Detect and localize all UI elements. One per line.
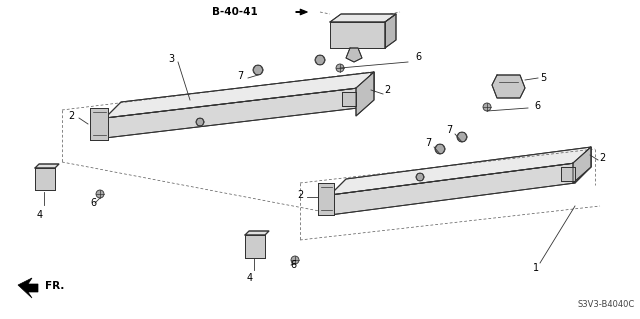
Circle shape bbox=[96, 190, 104, 198]
Polygon shape bbox=[330, 163, 575, 215]
Text: 7: 7 bbox=[425, 138, 431, 148]
Text: 6: 6 bbox=[290, 260, 296, 270]
Text: 6: 6 bbox=[90, 198, 96, 208]
Circle shape bbox=[253, 65, 263, 75]
Text: 2: 2 bbox=[68, 111, 74, 121]
Polygon shape bbox=[356, 72, 374, 116]
Text: 7: 7 bbox=[237, 71, 243, 81]
Polygon shape bbox=[492, 75, 525, 98]
Text: 1: 1 bbox=[533, 263, 539, 273]
Circle shape bbox=[336, 64, 344, 72]
Polygon shape bbox=[18, 278, 38, 298]
Circle shape bbox=[457, 132, 467, 142]
Circle shape bbox=[291, 256, 299, 264]
Polygon shape bbox=[573, 147, 591, 183]
Text: 4: 4 bbox=[37, 210, 43, 220]
FancyArrowPatch shape bbox=[296, 9, 307, 15]
Circle shape bbox=[315, 55, 325, 65]
Polygon shape bbox=[385, 14, 396, 48]
Polygon shape bbox=[35, 168, 55, 190]
Polygon shape bbox=[330, 147, 591, 195]
Polygon shape bbox=[105, 72, 374, 118]
Text: FR.: FR. bbox=[45, 281, 65, 291]
Text: B-40-41: B-40-41 bbox=[212, 7, 258, 17]
Polygon shape bbox=[330, 22, 385, 48]
Text: 5: 5 bbox=[540, 73, 547, 83]
Polygon shape bbox=[245, 231, 269, 235]
Circle shape bbox=[416, 173, 424, 181]
Text: 7: 7 bbox=[446, 125, 452, 135]
Polygon shape bbox=[90, 108, 108, 140]
Text: 4: 4 bbox=[247, 273, 253, 283]
Text: 6: 6 bbox=[415, 52, 421, 62]
Polygon shape bbox=[105, 88, 358, 138]
Polygon shape bbox=[342, 92, 356, 106]
Text: 2: 2 bbox=[599, 153, 605, 163]
Text: 3: 3 bbox=[168, 54, 174, 64]
Text: 6: 6 bbox=[534, 101, 540, 111]
Polygon shape bbox=[330, 14, 396, 22]
Circle shape bbox=[483, 103, 491, 111]
Polygon shape bbox=[346, 48, 362, 62]
Text: 2: 2 bbox=[297, 190, 303, 200]
Polygon shape bbox=[358, 72, 374, 108]
Text: 2: 2 bbox=[384, 85, 390, 95]
Text: S3V3-B4040C: S3V3-B4040C bbox=[578, 300, 635, 309]
Polygon shape bbox=[245, 235, 265, 258]
Polygon shape bbox=[575, 147, 591, 183]
Polygon shape bbox=[561, 167, 575, 181]
Polygon shape bbox=[318, 183, 334, 215]
Circle shape bbox=[196, 118, 204, 126]
Polygon shape bbox=[35, 164, 59, 168]
Circle shape bbox=[435, 144, 445, 154]
